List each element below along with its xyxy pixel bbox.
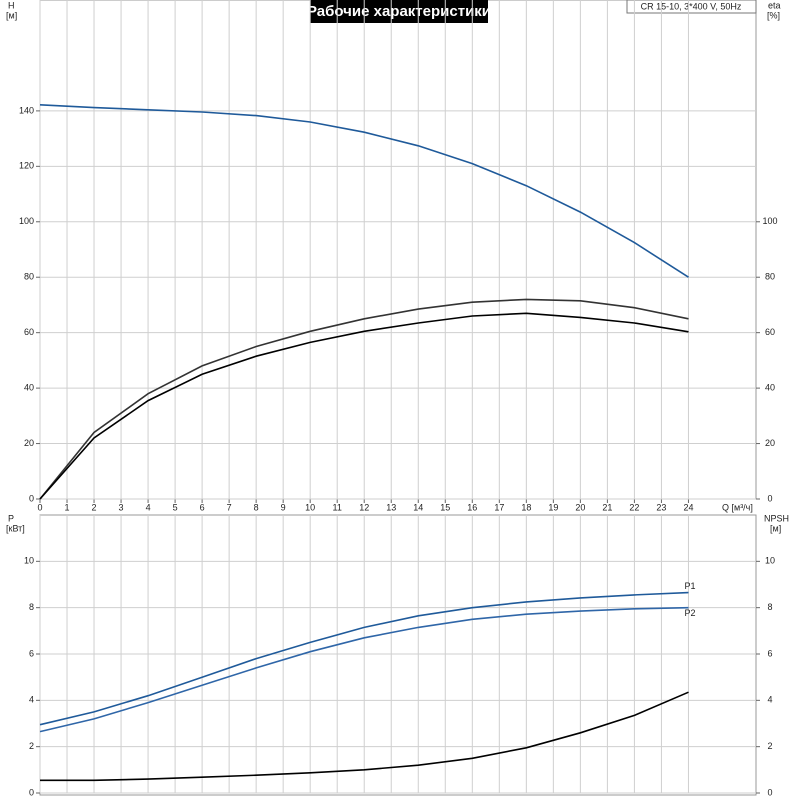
x-tick-label: 16 <box>467 502 477 512</box>
note: CR 15-10, 3*400 V, 50Hz <box>641 1 742 11</box>
y2-tick-label: 20 <box>765 438 775 448</box>
y2-tick-label: 8 <box>767 602 772 612</box>
x-axis-label: Q [м³/ч] <box>722 502 753 512</box>
x-tick-label: 23 <box>656 502 666 512</box>
y-tick-label: 60 <box>24 327 34 337</box>
series-label: P2 <box>684 608 695 618</box>
series-line <box>39 591 689 726</box>
series-line <box>40 691 689 782</box>
x-tick-label: 19 <box>548 502 558 512</box>
series-line <box>39 104 689 278</box>
y2-axis-label: eta <box>768 0 781 10</box>
y2-tick-label: 2 <box>767 741 772 751</box>
x-tick-label: 1 <box>65 502 70 512</box>
y2-tick-label: 100 <box>762 216 777 226</box>
x-tick-label: 12 <box>359 502 369 512</box>
x-tick-label: 7 <box>227 502 232 512</box>
y-tick-label: 10 <box>24 556 34 566</box>
x-tick-label: 9 <box>281 502 286 512</box>
x-tick-label: 15 <box>440 502 450 512</box>
y-tick-label: 40 <box>24 382 34 392</box>
series-label: P1 <box>684 581 695 591</box>
x-tick-label: 18 <box>521 502 531 512</box>
y-axis-unit: [м] <box>6 10 17 20</box>
x-tick-label: 8 <box>254 502 259 512</box>
y-tick-label: 4 <box>29 695 34 705</box>
y-axis-label: P <box>8 513 14 523</box>
y-tick-label: 0 <box>29 787 34 797</box>
y2-tick-label: 0 <box>767 787 772 797</box>
y-tick-label: 140 <box>19 105 34 115</box>
y-tick-label: 100 <box>19 216 34 226</box>
y-tick-label: 0 <box>29 493 34 503</box>
y2-axis-unit: [%] <box>767 10 780 20</box>
x-tick-label: 0 <box>37 502 42 512</box>
series-line <box>39 298 689 500</box>
series-line <box>39 606 689 733</box>
x-tick-label: 22 <box>629 502 639 512</box>
y2-tick-label: 40 <box>765 382 775 392</box>
x-tick-label: 10 <box>305 502 315 512</box>
y2-tick-label: 60 <box>765 327 775 337</box>
x-tick-label: 20 <box>575 502 585 512</box>
x-tick-label: 2 <box>92 502 97 512</box>
series-line <box>39 312 689 500</box>
y-axis-unit: [кВт] <box>6 523 25 533</box>
y-tick-label: 120 <box>19 161 34 171</box>
x-tick-label: 4 <box>146 502 151 512</box>
y2-tick-label: 4 <box>767 695 772 705</box>
y2-axis-label: NPSH <box>764 513 789 523</box>
y2-tick-label: 10 <box>765 556 775 566</box>
x-tick-label: 5 <box>173 502 178 512</box>
y-tick-label: 20 <box>24 438 34 448</box>
y2-axis-unit: [м] <box>770 523 781 533</box>
x-tick-label: 17 <box>494 502 504 512</box>
y2-tick-label: 80 <box>765 272 775 282</box>
title-box <box>310 0 488 23</box>
y-tick-label: 8 <box>29 602 34 612</box>
x-tick-label: 3 <box>119 502 124 512</box>
y-tick-label: 80 <box>24 272 34 282</box>
x-tick-label: 24 <box>683 502 693 512</box>
x-tick-label: 21 <box>602 502 612 512</box>
x-tick-label: 13 <box>386 502 396 512</box>
y-tick-label: 6 <box>29 648 34 658</box>
chart-title: Рабочие характеристики <box>307 3 491 20</box>
y2-tick-label: 0 <box>767 493 772 503</box>
y2-tick-label: 6 <box>767 648 772 658</box>
y-axis-label: H <box>8 0 15 10</box>
note-box <box>626 0 757 14</box>
x-tick-label: 11 <box>333 502 342 512</box>
y-tick-label: 2 <box>29 741 34 751</box>
x-tick-label: 6 <box>200 502 205 512</box>
x-tick-label: 14 <box>413 502 423 512</box>
